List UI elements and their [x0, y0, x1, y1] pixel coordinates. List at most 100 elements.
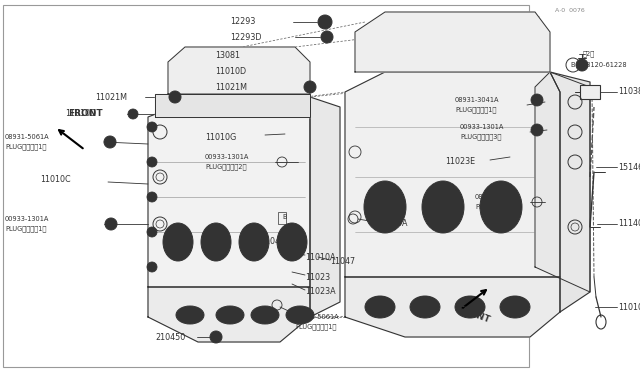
Ellipse shape [455, 296, 485, 318]
Circle shape [318, 15, 332, 29]
Circle shape [576, 59, 588, 71]
Text: 13081: 13081 [215, 51, 240, 60]
Circle shape [147, 262, 157, 272]
Ellipse shape [239, 223, 269, 261]
Circle shape [321, 31, 333, 43]
Polygon shape [310, 97, 340, 317]
Circle shape [210, 331, 222, 343]
Ellipse shape [277, 223, 307, 261]
Text: 00933-1301A: 00933-1301A [460, 124, 504, 130]
Text: （2）: （2） [583, 51, 595, 57]
Text: 08120-61228: 08120-61228 [583, 62, 628, 68]
Text: PLUGブラグ（1）: PLUGブラグ（1） [5, 226, 46, 232]
Text: 11047+A: 11047+A [260, 237, 297, 247]
Ellipse shape [368, 296, 392, 314]
Text: 11021M: 11021M [215, 83, 247, 92]
Bar [3, 5, 529, 367]
Text: FRONT: FRONT [455, 305, 491, 325]
Ellipse shape [426, 185, 461, 229]
Text: PLUGブラグ（2）: PLUGブラグ（2） [205, 164, 246, 170]
Circle shape [531, 124, 543, 136]
Circle shape [105, 218, 117, 230]
Circle shape [304, 81, 316, 93]
Text: 12293D: 12293D [230, 32, 262, 42]
Text: PLUGブラグ（3）: PLUGブラグ（3） [460, 134, 501, 140]
Text: 15146: 15146 [618, 163, 640, 171]
Text: 08931-5061A: 08931-5061A [5, 134, 50, 140]
Text: 11140: 11140 [618, 219, 640, 228]
Text: 11010G: 11010G [205, 132, 236, 141]
Text: 00933-1301A: 00933-1301A [5, 216, 49, 222]
Text: 11038: 11038 [618, 87, 640, 96]
Ellipse shape [216, 306, 244, 324]
Circle shape [531, 94, 543, 106]
Ellipse shape [500, 296, 530, 318]
Circle shape [128, 109, 138, 119]
Circle shape [169, 91, 181, 103]
Text: 11023A: 11023A [305, 288, 335, 296]
Ellipse shape [480, 181, 522, 233]
Text: 08931-5061A: 08931-5061A [295, 314, 340, 320]
Text: 11047: 11047 [330, 257, 355, 266]
Polygon shape [345, 277, 560, 337]
Ellipse shape [503, 296, 527, 314]
Circle shape [147, 122, 157, 132]
Text: 11010: 11010 [618, 302, 640, 311]
Ellipse shape [365, 296, 395, 318]
Ellipse shape [410, 296, 440, 318]
Text: B: B [282, 214, 287, 220]
Ellipse shape [204, 226, 228, 258]
Polygon shape [550, 72, 590, 312]
Ellipse shape [367, 185, 403, 229]
Text: FRONT: FRONT [68, 109, 102, 119]
Polygon shape [355, 12, 550, 72]
Ellipse shape [242, 226, 266, 258]
Ellipse shape [280, 226, 304, 258]
Polygon shape [148, 97, 310, 287]
Ellipse shape [413, 296, 437, 314]
Text: 11010A: 11010A [305, 253, 335, 262]
Ellipse shape [251, 306, 279, 324]
Polygon shape [155, 94, 310, 117]
Polygon shape [345, 72, 560, 277]
Ellipse shape [289, 308, 311, 322]
Text: 11023E: 11023E [445, 157, 475, 167]
Text: 08931-5061A: 08931-5061A [475, 194, 520, 200]
Circle shape [104, 136, 116, 148]
Ellipse shape [179, 308, 201, 322]
Text: PLUGブラグ（1）: PLUGブラグ（1） [455, 107, 497, 113]
Text: 12293: 12293 [230, 17, 255, 26]
Ellipse shape [254, 308, 276, 322]
Ellipse shape [286, 306, 314, 324]
Text: 11010D: 11010D [215, 67, 246, 77]
Polygon shape [148, 287, 310, 342]
Circle shape [147, 157, 157, 167]
Ellipse shape [483, 185, 518, 229]
Text: 08931-3041A: 08931-3041A [455, 97, 499, 103]
Text: 11010C: 11010C [40, 176, 70, 185]
Circle shape [147, 192, 157, 202]
Text: 11021M: 11021M [95, 93, 127, 102]
Ellipse shape [364, 181, 406, 233]
Ellipse shape [201, 223, 231, 261]
Circle shape [147, 227, 157, 237]
Text: PLUGブラグ（1）: PLUGブラグ（1） [475, 204, 516, 210]
Ellipse shape [166, 226, 190, 258]
Ellipse shape [458, 296, 482, 314]
Ellipse shape [163, 223, 193, 261]
Text: 210450: 210450 [155, 333, 185, 341]
Text: PLUGブラグ（1）: PLUGブラグ（1） [5, 144, 46, 150]
Text: A·0  0076: A·0 0076 [555, 7, 585, 13]
Text: PLUGブラグ（1）: PLUGブラグ（1） [295, 324, 337, 330]
Bar [580, 85, 600, 99]
Ellipse shape [422, 181, 464, 233]
Ellipse shape [176, 306, 204, 324]
Text: B: B [571, 62, 575, 68]
Ellipse shape [219, 308, 241, 322]
Polygon shape [168, 47, 310, 94]
Text: 11010D: 11010D [65, 109, 96, 119]
Bar [278, 212, 286, 224]
Polygon shape [535, 72, 590, 292]
Text: 11023: 11023 [305, 273, 330, 282]
Text: 11010A: 11010A [377, 219, 408, 228]
